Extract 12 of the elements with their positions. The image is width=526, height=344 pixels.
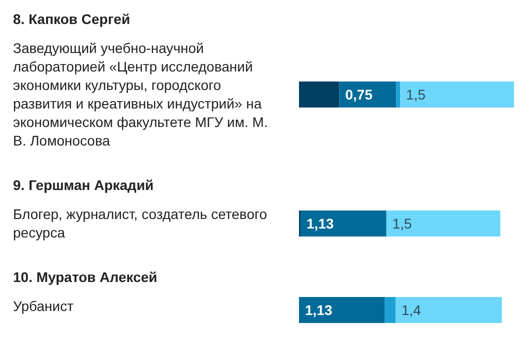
- data-label: 1,5: [392, 216, 412, 232]
- data-label: 0,75: [345, 86, 373, 102]
- data-label: 1,5: [406, 86, 426, 102]
- data-label: 1,4: [401, 302, 422, 318]
- y-tick-label: 10. Муратов Алексей: [13, 269, 158, 285]
- text: Урбанист: [13, 298, 74, 314]
- y-tick-label: 8. Капков Сергей: [13, 11, 130, 27]
- data-label: 1,13: [306, 216, 334, 232]
- y-tick-label: 9. Гершман Аркадий: [13, 177, 154, 193]
- data-label: 1,13: [305, 302, 332, 318]
- text: Заведующий учебно-научной лабораторией «Центр исследований экономики культуры, городского развития и креативных индустрий» на экономическом факультете МГУ им. М. В. Ломоносова: [13, 40, 268, 148]
- text: Блогер, журналист, создатель сетевого ресурса: [13, 206, 268, 240]
